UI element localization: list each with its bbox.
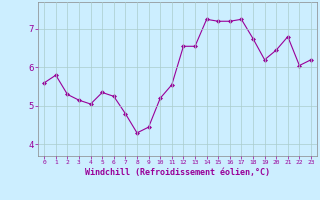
X-axis label: Windchill (Refroidissement éolien,°C): Windchill (Refroidissement éolien,°C) [85,168,270,177]
